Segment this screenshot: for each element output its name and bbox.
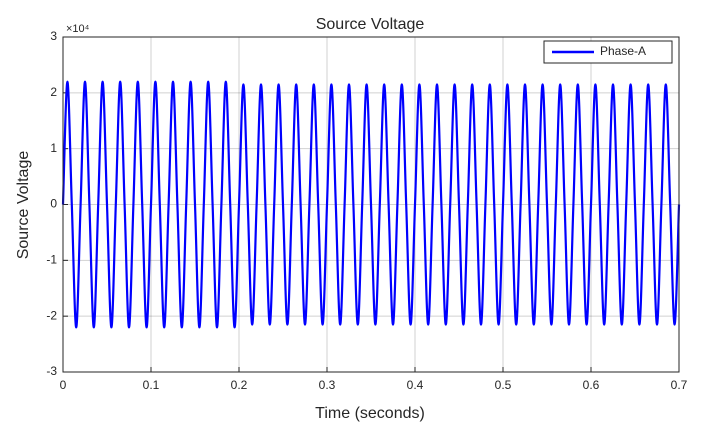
- y-tick-label: 0: [50, 197, 57, 211]
- x-tick-label: 0.2: [231, 378, 248, 392]
- legend-box: [543, 40, 673, 64]
- y-tick-label: 3: [50, 29, 57, 43]
- data-line: [61, 80, 681, 329]
- x-tick-label: 0.7: [671, 378, 688, 392]
- x-tick-label: 0.5: [495, 378, 512, 392]
- chart-title: Source Voltage: [316, 16, 425, 33]
- x-tick-label: 0.6: [583, 378, 600, 392]
- y-exponent: ×10⁴: [66, 23, 90, 35]
- y-tick-label: -3: [46, 364, 57, 378]
- legend-label: Phase-A: [600, 44, 646, 58]
- x-tick-label: 0.1: [143, 378, 160, 392]
- y-tick-label: -1: [46, 253, 57, 267]
- y-tick-label: 1: [50, 141, 57, 155]
- y-axis-label: Source Voltage: [15, 151, 32, 260]
- x-axis-label: Time (seconds): [315, 405, 425, 422]
- axes-box: [62, 36, 680, 373]
- x-tick-label: 0.4: [407, 378, 424, 392]
- x-tick-label: 0: [60, 378, 67, 392]
- x-tick-label: 0.3: [319, 378, 336, 392]
- y-tick-label: 2: [50, 85, 57, 99]
- y-tick-label: -2: [46, 308, 57, 322]
